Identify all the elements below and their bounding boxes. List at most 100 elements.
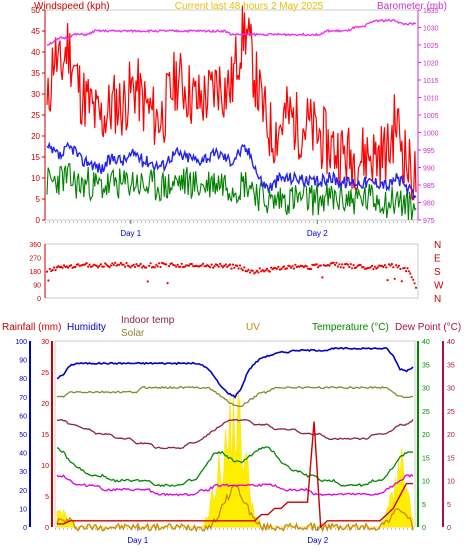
direction-point	[210, 263, 213, 266]
direction-point	[146, 280, 149, 283]
direction-point	[355, 266, 358, 269]
dew-point-line	[56, 473, 414, 497]
direction-point	[255, 269, 259, 272]
direction-point	[349, 263, 352, 266]
direction-point	[67, 266, 70, 269]
wind-axis-title: Windspeed (kph)	[34, 1, 110, 12]
direction-point	[139, 262, 142, 265]
direction-point	[148, 264, 151, 267]
direction-point	[291, 265, 294, 268]
direction-point	[183, 265, 186, 268]
dew-tick-label: 5	[447, 502, 451, 509]
direction-point	[97, 266, 100, 269]
baro-tick-label: 1025	[423, 43, 439, 50]
baro-tick-label: 985	[423, 183, 435, 190]
direction-point	[396, 266, 399, 269]
direction-point	[270, 266, 273, 269]
direction-point	[138, 264, 141, 267]
direction-point	[290, 266, 293, 269]
direction-point	[254, 271, 257, 274]
direction-point	[102, 265, 105, 268]
chart-title: Current last 48 hours 2 May 2025	[175, 1, 324, 12]
direction-point	[280, 268, 283, 271]
direction-point	[53, 266, 56, 269]
wind-tick-label: 25	[31, 111, 40, 120]
direction-point	[405, 270, 408, 273]
direction-point	[77, 263, 80, 266]
direction-point	[393, 277, 396, 280]
direction-point	[54, 269, 57, 272]
direction-point	[99, 263, 102, 266]
direction-point	[219, 262, 222, 265]
wind-tick-label: 20	[31, 132, 40, 141]
direction-point	[372, 268, 375, 271]
direction-point	[119, 261, 122, 265]
wind-day-label: Day 1	[120, 229, 141, 238]
direction-point	[409, 272, 412, 275]
direction-point	[135, 263, 138, 266]
humidity-line	[56, 346, 414, 399]
humidity-tick-label: 10	[19, 506, 27, 513]
baro-tick-label: 1030	[423, 26, 439, 33]
direction-point	[111, 262, 114, 265]
temp-tick-label: 20	[422, 432, 430, 439]
wind-tick-label: 40	[31, 48, 40, 57]
direction-point	[407, 270, 410, 273]
humidity-tick-label: 0	[23, 525, 27, 532]
direction-point	[133, 265, 137, 269]
direction-point	[85, 262, 88, 265]
direction-point	[413, 282, 416, 285]
direction-point	[112, 263, 115, 267]
direction-point	[165, 263, 168, 266]
direction-point	[338, 263, 341, 266]
direction-point	[334, 263, 337, 266]
direction-point	[98, 264, 101, 267]
direction-tick-label: 0	[37, 296, 41, 303]
direction-point	[180, 262, 183, 265]
direction-point	[129, 266, 132, 269]
baro-axis-title: Barometer (mb)	[377, 1, 447, 12]
direction-point	[237, 267, 240, 270]
direction-point	[265, 267, 269, 270]
direction-point	[231, 263, 234, 266]
direction-point	[412, 278, 415, 281]
temperature-axis-title: Temperature (°C)	[312, 322, 389, 333]
direction-point	[166, 282, 169, 285]
dew-point-axis-title: Dew Point (°C)	[395, 322, 461, 333]
direction-point	[309, 267, 313, 270]
direction-point	[321, 276, 324, 279]
direction-point	[45, 270, 49, 273]
direction-point	[179, 265, 182, 268]
direction-point	[373, 265, 376, 268]
direction-point	[243, 266, 246, 269]
direction-point	[385, 266, 388, 269]
direction-tick-label: 360	[29, 242, 41, 249]
direction-point	[159, 265, 162, 269]
direction-point	[229, 263, 232, 266]
direction-point	[190, 262, 193, 266]
direction-plot-frame	[44, 243, 419, 299]
indoor-temp-title: Indoor temp	[121, 315, 175, 326]
wind-average-line	[46, 141, 417, 201]
direction-point	[87, 265, 90, 268]
direction-point	[386, 279, 389, 282]
direction-tick-label: 270	[29, 256, 41, 263]
baro-tick-label: 1035	[423, 8, 439, 15]
direction-point	[114, 261, 117, 264]
rainfall-axis-title: Rainfall (mm)	[2, 322, 61, 333]
direction-point	[315, 263, 318, 266]
uv-title: UV	[246, 322, 260, 333]
direction-point	[332, 261, 335, 264]
wind-tick-label: 15	[31, 153, 40, 162]
barometer-line	[46, 18, 417, 47]
direction-point	[392, 266, 395, 269]
compass-label: N	[434, 240, 441, 251]
direction-point	[108, 266, 111, 269]
rain-tick-label: 25	[41, 370, 49, 377]
direction-point	[359, 264, 362, 267]
climate-day-label: Day 2	[307, 536, 328, 545]
direction-point	[410, 276, 413, 279]
baro-tick-label: 1005	[423, 113, 439, 120]
direction-point	[257, 271, 260, 274]
